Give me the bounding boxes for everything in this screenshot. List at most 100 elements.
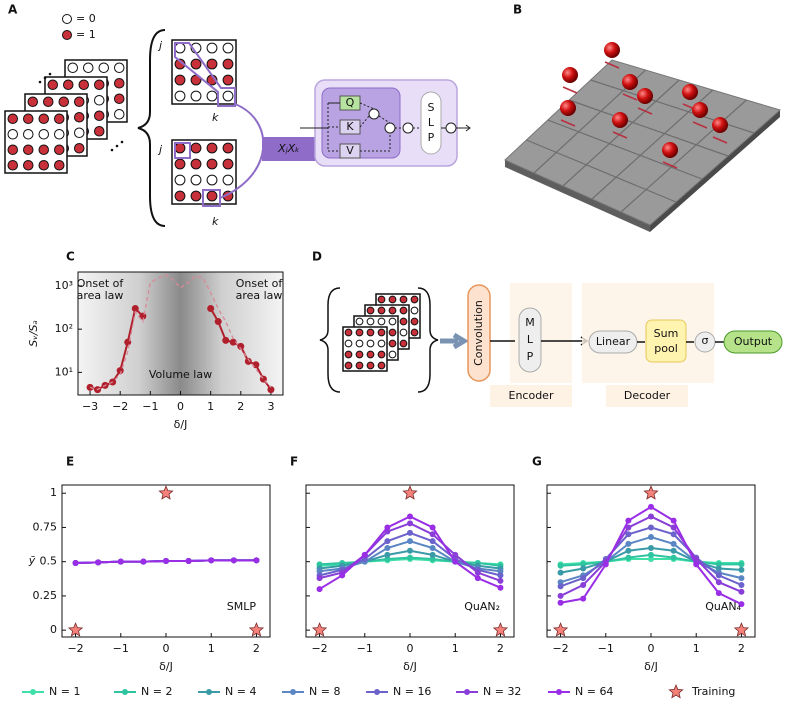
decoder-label-box xyxy=(606,385,688,407)
data-point xyxy=(715,579,722,586)
x-tick-label: 0 xyxy=(407,642,414,655)
data-point xyxy=(648,555,654,562)
spin xyxy=(190,90,202,102)
data-point xyxy=(580,581,587,588)
spin xyxy=(93,79,105,91)
data-point xyxy=(95,559,102,566)
data-point xyxy=(474,569,481,576)
spin xyxy=(410,317,419,326)
data-point xyxy=(557,562,564,569)
y-tick-label: 0.5 xyxy=(40,555,58,568)
legend-label: N = 4 xyxy=(225,685,256,698)
spin xyxy=(222,58,234,70)
qubit xyxy=(662,142,678,158)
spin xyxy=(174,174,186,186)
sigma-label: σ xyxy=(702,334,709,347)
qubit xyxy=(604,42,620,58)
ellipsis-dot xyxy=(110,148,114,152)
spin xyxy=(366,350,375,359)
chart-label: SMLP xyxy=(227,600,257,613)
spin xyxy=(222,90,234,102)
site-label: k xyxy=(212,215,219,228)
training-star xyxy=(552,622,569,637)
spin xyxy=(206,158,218,170)
data-point xyxy=(670,531,677,538)
legend-label: N = 8 xyxy=(309,685,340,698)
data-point xyxy=(625,517,632,524)
data-point xyxy=(384,538,391,545)
attention-label: K xyxy=(346,120,354,133)
mlp-label: L xyxy=(527,333,534,346)
chip-trace xyxy=(620,99,747,213)
qubit xyxy=(682,84,698,100)
spin xyxy=(399,339,408,348)
slp-label: P xyxy=(428,131,435,144)
spin xyxy=(73,111,85,123)
series-group xyxy=(72,557,260,567)
chip-trace xyxy=(569,99,729,157)
data-point xyxy=(557,569,564,576)
spin xyxy=(7,159,19,171)
legend-label: N = 64 xyxy=(575,685,613,698)
encoder-label-box xyxy=(490,385,572,407)
data-point xyxy=(670,547,677,554)
bracket xyxy=(417,287,439,393)
legend-marker xyxy=(122,689,128,695)
x-tick-label: −2 xyxy=(311,642,327,655)
x-tick-label: 0 xyxy=(648,642,655,655)
legend-text: = 0 xyxy=(76,12,96,25)
x-axis-label: δ/J xyxy=(174,418,188,431)
data-point xyxy=(738,561,745,568)
data-point xyxy=(229,338,237,346)
spin xyxy=(206,90,218,102)
spin xyxy=(410,295,419,304)
data-point xyxy=(207,305,215,313)
spin xyxy=(98,62,110,74)
spin xyxy=(38,128,50,140)
training-star xyxy=(402,485,418,500)
data-point xyxy=(497,584,504,591)
training-star xyxy=(158,485,174,500)
spin xyxy=(38,113,50,125)
panel-label: E xyxy=(66,455,74,469)
data-point xyxy=(253,557,260,564)
background-shade xyxy=(78,272,283,395)
legend-marker xyxy=(464,689,470,695)
data-point xyxy=(602,561,609,568)
panel-label: D xyxy=(312,250,322,264)
mlp-node xyxy=(518,307,542,373)
data-point xyxy=(715,590,722,597)
qubit xyxy=(560,100,576,116)
data-point xyxy=(648,513,654,520)
annotation: area law xyxy=(236,289,283,302)
data-point xyxy=(185,558,192,564)
linear-label: Linear xyxy=(596,335,631,348)
spin xyxy=(206,190,218,202)
series-group xyxy=(86,274,275,394)
x-tick-label: 3 xyxy=(267,400,274,413)
panel-label: C xyxy=(66,250,75,264)
spin xyxy=(38,159,50,171)
annotation: Volume law xyxy=(149,368,212,381)
x-axis-label: δ/J xyxy=(159,660,173,673)
legend-star xyxy=(668,683,684,699)
spin xyxy=(222,142,234,154)
spin xyxy=(377,361,386,370)
y-axis-label: ȳ xyxy=(28,554,36,567)
data-point xyxy=(407,554,413,561)
spin xyxy=(355,361,364,370)
spin xyxy=(22,144,34,156)
data-point xyxy=(316,586,323,593)
spin xyxy=(377,317,386,326)
cross xyxy=(604,61,620,69)
data-point xyxy=(474,575,481,582)
data-point xyxy=(648,551,654,558)
data-point xyxy=(497,577,504,584)
spin xyxy=(113,108,125,120)
data-point xyxy=(429,524,436,531)
spin xyxy=(174,158,186,170)
legend-spin xyxy=(62,14,72,24)
data-point xyxy=(267,386,275,394)
data-point xyxy=(429,555,436,562)
